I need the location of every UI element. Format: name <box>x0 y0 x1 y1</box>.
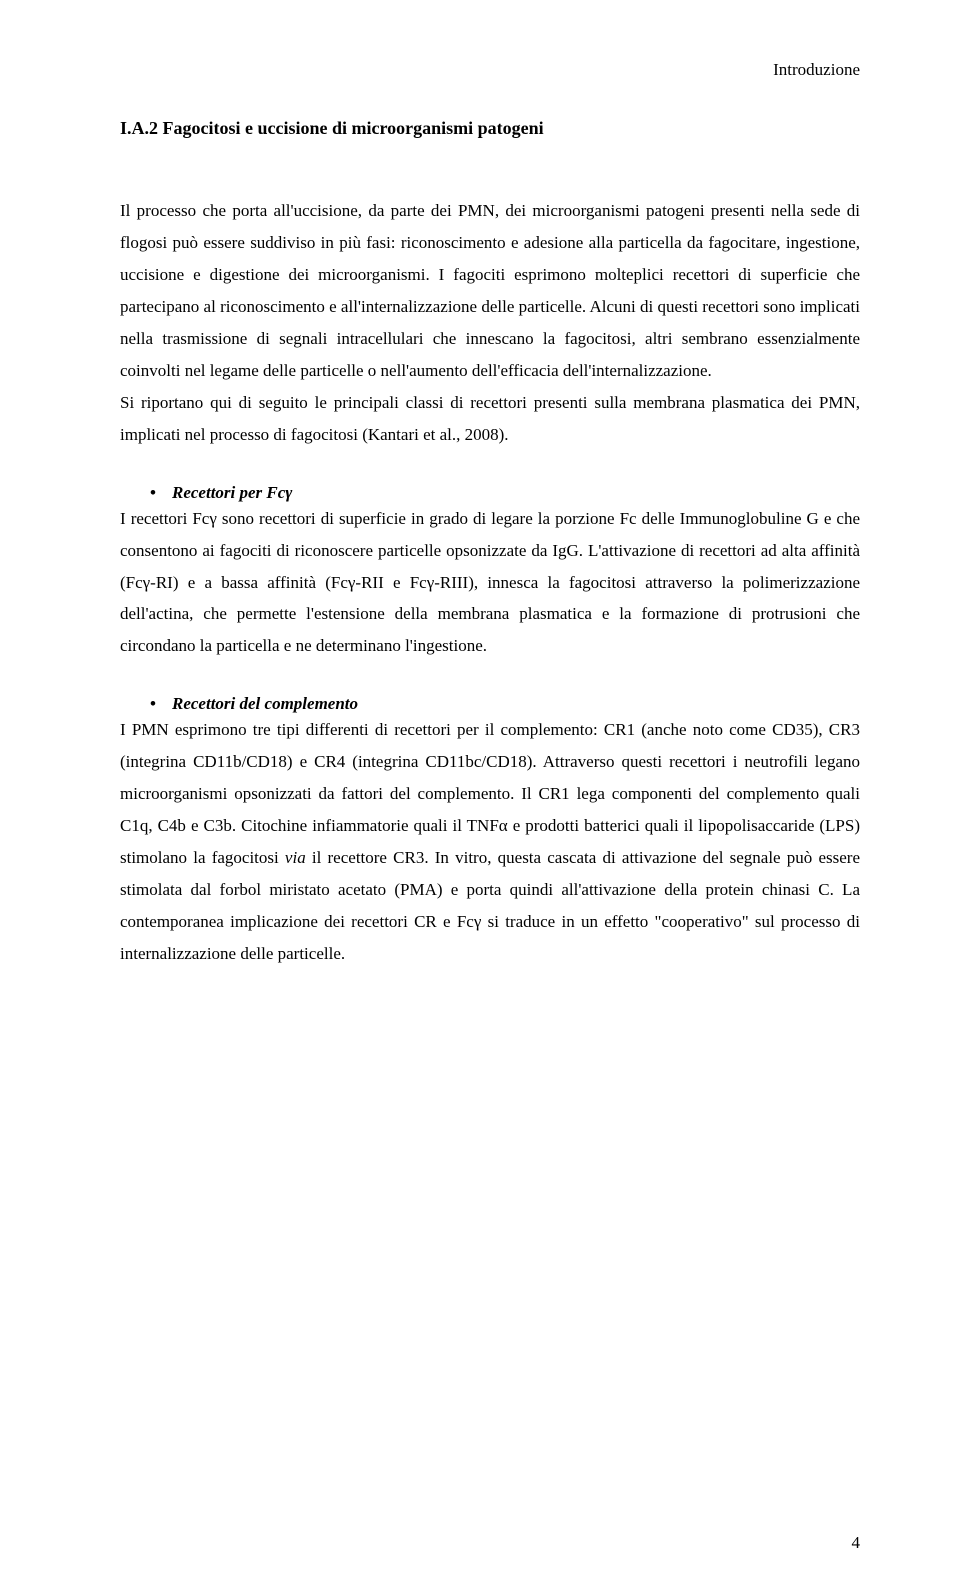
page-header: Introduzione <box>120 60 860 80</box>
paragraph-text: Il processo che porta all'uccisione, da … <box>120 201 860 380</box>
page-number: 4 <box>852 1533 861 1553</box>
subsection-body-fcgamma: I recettori Fcγ sono recettori di superf… <box>120 503 860 663</box>
italic-text: via <box>285 848 306 867</box>
intro-paragraph-1: Il processo che porta all'uccisione, da … <box>120 195 860 451</box>
subsection-body-complemento: I PMN esprimono tre tipi differenti di r… <box>120 714 860 970</box>
body-text-part1: I PMN esprimono tre tipi differenti di r… <box>120 720 860 867</box>
section-title: I.A.2 Fagocitosi e uccisione di microorg… <box>120 118 860 139</box>
subsection-heading-fcgamma: Recettori per Fcγ <box>120 483 860 503</box>
paragraph-text: Si riportano qui di seguito le principal… <box>120 393 860 444</box>
subsection-heading-complemento: Recettori del complemento <box>120 694 860 714</box>
